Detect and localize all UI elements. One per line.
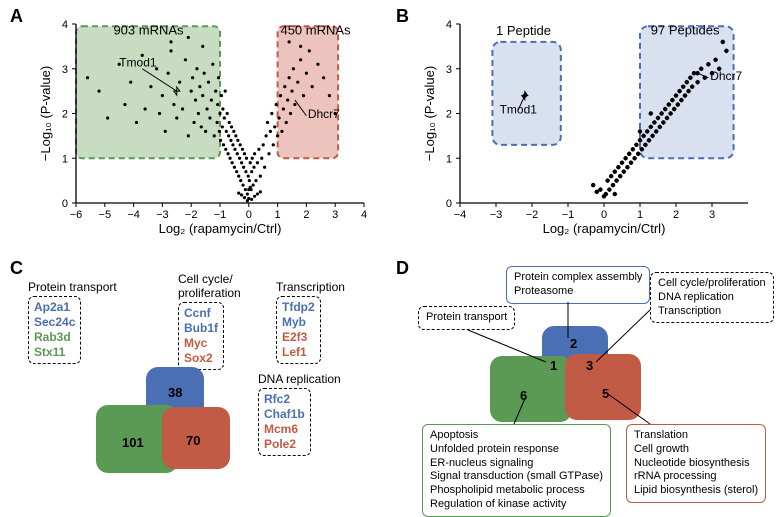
gene-list: CcnfBub1fMycSox2 bbox=[178, 302, 224, 370]
svg-text:Log₂ (rapamycin/Ctrl): Log₂ (rapamycin/Ctrl) bbox=[543, 221, 666, 236]
svg-text:−3: −3 bbox=[156, 209, 169, 221]
go-red: TranslationCell growthNucleotide biosynt… bbox=[626, 424, 766, 503]
gene-item: Stx11 bbox=[34, 345, 75, 360]
cat-title: DNA replication bbox=[258, 372, 341, 386]
svg-text:1: 1 bbox=[637, 209, 643, 221]
svg-text:2: 2 bbox=[62, 109, 68, 121]
svg-text:903 mRNAs: 903 mRNAs bbox=[113, 23, 184, 38]
gene-item: Sec24c bbox=[34, 315, 75, 330]
svg-text:2: 2 bbox=[673, 209, 679, 221]
svg-text:−1: −1 bbox=[214, 209, 227, 221]
svg-text:1: 1 bbox=[62, 153, 68, 165]
svg-text:4: 4 bbox=[446, 19, 452, 31]
svg-text:−6: −6 bbox=[70, 209, 83, 221]
svg-text:Dhcr7: Dhcr7 bbox=[308, 107, 340, 121]
panel-c-label: C bbox=[10, 258, 23, 279]
gene-list: Tfdp2MybE2f3Lef1 bbox=[276, 296, 321, 364]
gene-item: Ccnf bbox=[184, 306, 218, 321]
svg-text:Tmod1: Tmod1 bbox=[119, 56, 157, 70]
panel-a-chart: −6 −5 −4 −3 −2 −1 0 1 2 3 4 0 1 2 3 4 Log₂ (rapamycin/Ct… bbox=[36, 12, 376, 237]
svg-text:2: 2 bbox=[446, 109, 452, 121]
gene-item: Sox2 bbox=[184, 351, 218, 366]
gene-item: Ap2a1 bbox=[34, 300, 75, 315]
svg-text:−2: −2 bbox=[185, 209, 198, 221]
panel-d-label: D bbox=[396, 258, 409, 279]
svg-text:4: 4 bbox=[361, 209, 367, 221]
svg-text:−Log₁₀ (P-value): −Log₁₀ (P-value) bbox=[38, 66, 53, 161]
svg-text:0: 0 bbox=[62, 198, 68, 210]
svg-text:−1: −1 bbox=[562, 209, 575, 221]
gene-list: Ap2a1Sec24cRab3dStx11 bbox=[28, 296, 81, 364]
svg-text:3: 3 bbox=[446, 64, 452, 76]
svg-text:4: 4 bbox=[62, 19, 68, 31]
svg-text:3: 3 bbox=[62, 64, 68, 76]
cat-title: Protein transport bbox=[28, 280, 117, 294]
svg-text:−2: −2 bbox=[526, 209, 539, 221]
svg-text:−4: −4 bbox=[127, 209, 140, 221]
gene-item: Rfc2 bbox=[264, 392, 305, 407]
panel-a-label: A bbox=[10, 6, 23, 27]
svg-text:−Log₁₀ (P-value): −Log₁₀ (P-value) bbox=[422, 66, 437, 161]
gene-item: E2f3 bbox=[282, 330, 315, 345]
svg-text:2: 2 bbox=[303, 209, 309, 221]
gene-item: Myc bbox=[184, 336, 218, 351]
svg-text:0: 0 bbox=[601, 209, 607, 221]
svg-text:1: 1 bbox=[275, 209, 281, 221]
go-blackdash: Protein transport bbox=[418, 306, 515, 330]
svg-text:0: 0 bbox=[446, 198, 452, 210]
svg-text:−3: −3 bbox=[490, 209, 503, 221]
gene-list: Rfc2Chaf1bMcm6Pole2 bbox=[258, 388, 311, 456]
go-green: ApoptosisUnfolded protein responseER-nuc… bbox=[422, 424, 611, 517]
gene-item: Myb bbox=[282, 315, 315, 330]
svg-text:97 Peptides: 97 Peptides bbox=[651, 23, 720, 38]
gene-item: Bub1f bbox=[184, 321, 218, 336]
gene-item: Pole2 bbox=[264, 437, 305, 452]
go-blue: Protein complex assemblyProteasome bbox=[506, 266, 650, 304]
svg-text:Log₂ (rapamycin/Ctrl): Log₂ (rapamycin/Ctrl) bbox=[159, 221, 282, 236]
svg-text:1: 1 bbox=[446, 153, 452, 165]
svg-text:3: 3 bbox=[332, 209, 338, 221]
panel-b-chart: −4 −3 −2 −1 0 1 2 3 0 1 2 3 4 Log₂ (rapamycin/Ctrl) −L… bbox=[420, 12, 760, 237]
gene-item: Mcm6 bbox=[264, 422, 305, 437]
gene-item: Chaf1b bbox=[264, 407, 305, 422]
svg-text:450 mRNAs: 450 mRNAs bbox=[280, 23, 351, 38]
svg-text:−4: −4 bbox=[454, 209, 467, 221]
svg-text:−5: −5 bbox=[99, 209, 112, 221]
gene-item: Rab3d bbox=[34, 330, 75, 345]
svg-text:Dhcr7: Dhcr7 bbox=[710, 69, 742, 83]
cat-title: Transcription bbox=[276, 280, 345, 294]
go-blackdash2: Cell cycle/proliferationDNA replicationT… bbox=[650, 272, 774, 323]
gene-item: Tfdp2 bbox=[282, 300, 315, 315]
svg-text:1 Peptide: 1 Peptide bbox=[496, 23, 551, 38]
svg-text:0: 0 bbox=[246, 209, 252, 221]
cat-title: Cell cycle/ proliferation bbox=[178, 272, 241, 300]
gene-item: Lef1 bbox=[282, 345, 315, 360]
panel-b-label: B bbox=[396, 6, 409, 27]
svg-text:3: 3 bbox=[709, 209, 715, 221]
